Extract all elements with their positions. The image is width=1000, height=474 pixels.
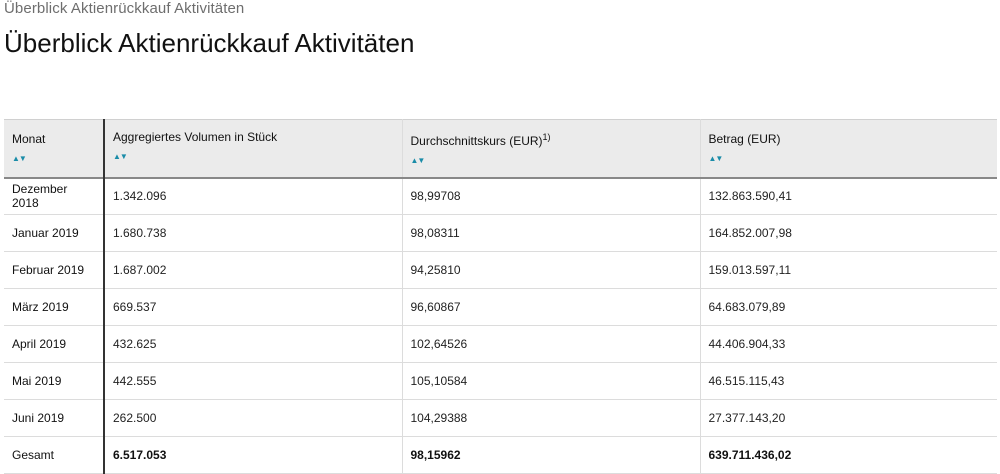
column-header-label: Durchschnittskurs (EUR) (410, 134, 543, 148)
cell-month: Dezember 2018 (4, 177, 105, 215)
footnote-marker: 1) (542, 132, 551, 142)
table-row: April 2019 432.625 102,64526 44.406.904,… (4, 325, 997, 363)
cell-total-amount: 639.711.436,02 (708, 448, 792, 462)
cell-amount: 164.852.007,98 (708, 226, 792, 240)
column-header-label: Betrag (EUR) (708, 132, 781, 146)
table-row: März 2019 669.537 96,60867 64.683.079,89 (4, 288, 997, 326)
column-header-avg-price: Durchschnittskurs (EUR)1) ▲▼ (402, 119, 701, 178)
column-header-volume: Aggregiertes Volumen in Stück ▲▼ (104, 119, 403, 178)
table-row: Juni 2019 262.500 104,29388 27.377.143,2… (4, 399, 997, 437)
page-title: Überblick Aktienrückkauf Aktivitäten (4, 28, 415, 58)
table-row: Februar 2019 1.687.002 94,25810 159.013.… (4, 251, 997, 289)
cell-total-avg-price: 98,15962 (402, 436, 701, 474)
cell-volume: 432.625 (104, 325, 403, 363)
cell-avg-price: 104,29388 (402, 399, 701, 437)
cell-amount: 44.406.904,33 (708, 337, 786, 351)
table-row: Mai 2019 442.555 105,10584 46.515.115,43 (4, 362, 997, 400)
cell-volume: 1.342.096 (104, 177, 403, 215)
cell-avg-price: 94,25810 (402, 251, 701, 289)
cell-volume: 669.537 (104, 288, 403, 326)
table-row: Januar 2019 1.680.738 98,08311 164.852.0… (4, 214, 997, 252)
cell-amount: 27.377.143,20 (708, 411, 786, 425)
cell-total-volume: 6.517.053 (104, 436, 403, 474)
cell-amount: 159.013.597,11 (708, 263, 792, 277)
table-total-row: Gesamt 6.517.053 98,15962 639.711.436,02 (4, 436, 997, 474)
sort-arrows-icon[interactable]: ▲▼ (12, 154, 27, 163)
sort-arrows-icon[interactable]: ▲▼ (113, 152, 128, 161)
cell-avg-price: 102,64526 (402, 325, 701, 363)
cell-total-label: Gesamt (4, 436, 105, 474)
cell-amount: 64.683.079,89 (708, 300, 786, 314)
cell-avg-price: 98,99708 (402, 177, 701, 215)
sort-arrows-icon[interactable]: ▲▼ (410, 156, 426, 165)
cell-avg-price: 105,10584 (402, 362, 701, 400)
table-row: Dezember 2018 1.342.096 98,99708 132.863… (4, 177, 997, 215)
column-header-month: Monat ▲▼ (4, 119, 105, 178)
share-buyback-table: Monat ▲▼ Aggregiertes Volumen in Stück ▲… (4, 119, 997, 474)
column-header-amount: Betrag (EUR) ▲▼ (700, 119, 997, 178)
cell-volume: 442.555 (104, 362, 403, 400)
cell-month: April 2019 (4, 325, 105, 363)
cell-month: März 2019 (4, 288, 105, 326)
cell-volume: 1.680.738 (104, 214, 403, 252)
sort-arrows-icon[interactable]: ▲▼ (708, 154, 724, 163)
cell-amount: 46.515.115,43 (708, 374, 785, 388)
cell-avg-price: 96,60867 (402, 288, 701, 326)
cell-month: Februar 2019 (4, 251, 105, 289)
cell-amount: 132.863.590,41 (708, 189, 792, 204)
cell-month: Mai 2019 (4, 362, 105, 400)
cell-avg-price: 98,08311 (402, 214, 701, 252)
breadcrumb: Überblick Aktienrückkauf Aktivitäten (4, 0, 245, 17)
table-header-row: Monat ▲▼ Aggregiertes Volumen in Stück ▲… (4, 119, 997, 178)
column-header-label: Monat (12, 132, 46, 146)
column-header-label: Aggregiertes Volumen in Stück (113, 130, 278, 144)
cell-volume: 262.500 (104, 399, 403, 437)
cell-month: Januar 2019 (4, 214, 105, 252)
cell-month: Juni 2019 (4, 399, 105, 437)
cell-volume: 1.687.002 (104, 251, 403, 289)
